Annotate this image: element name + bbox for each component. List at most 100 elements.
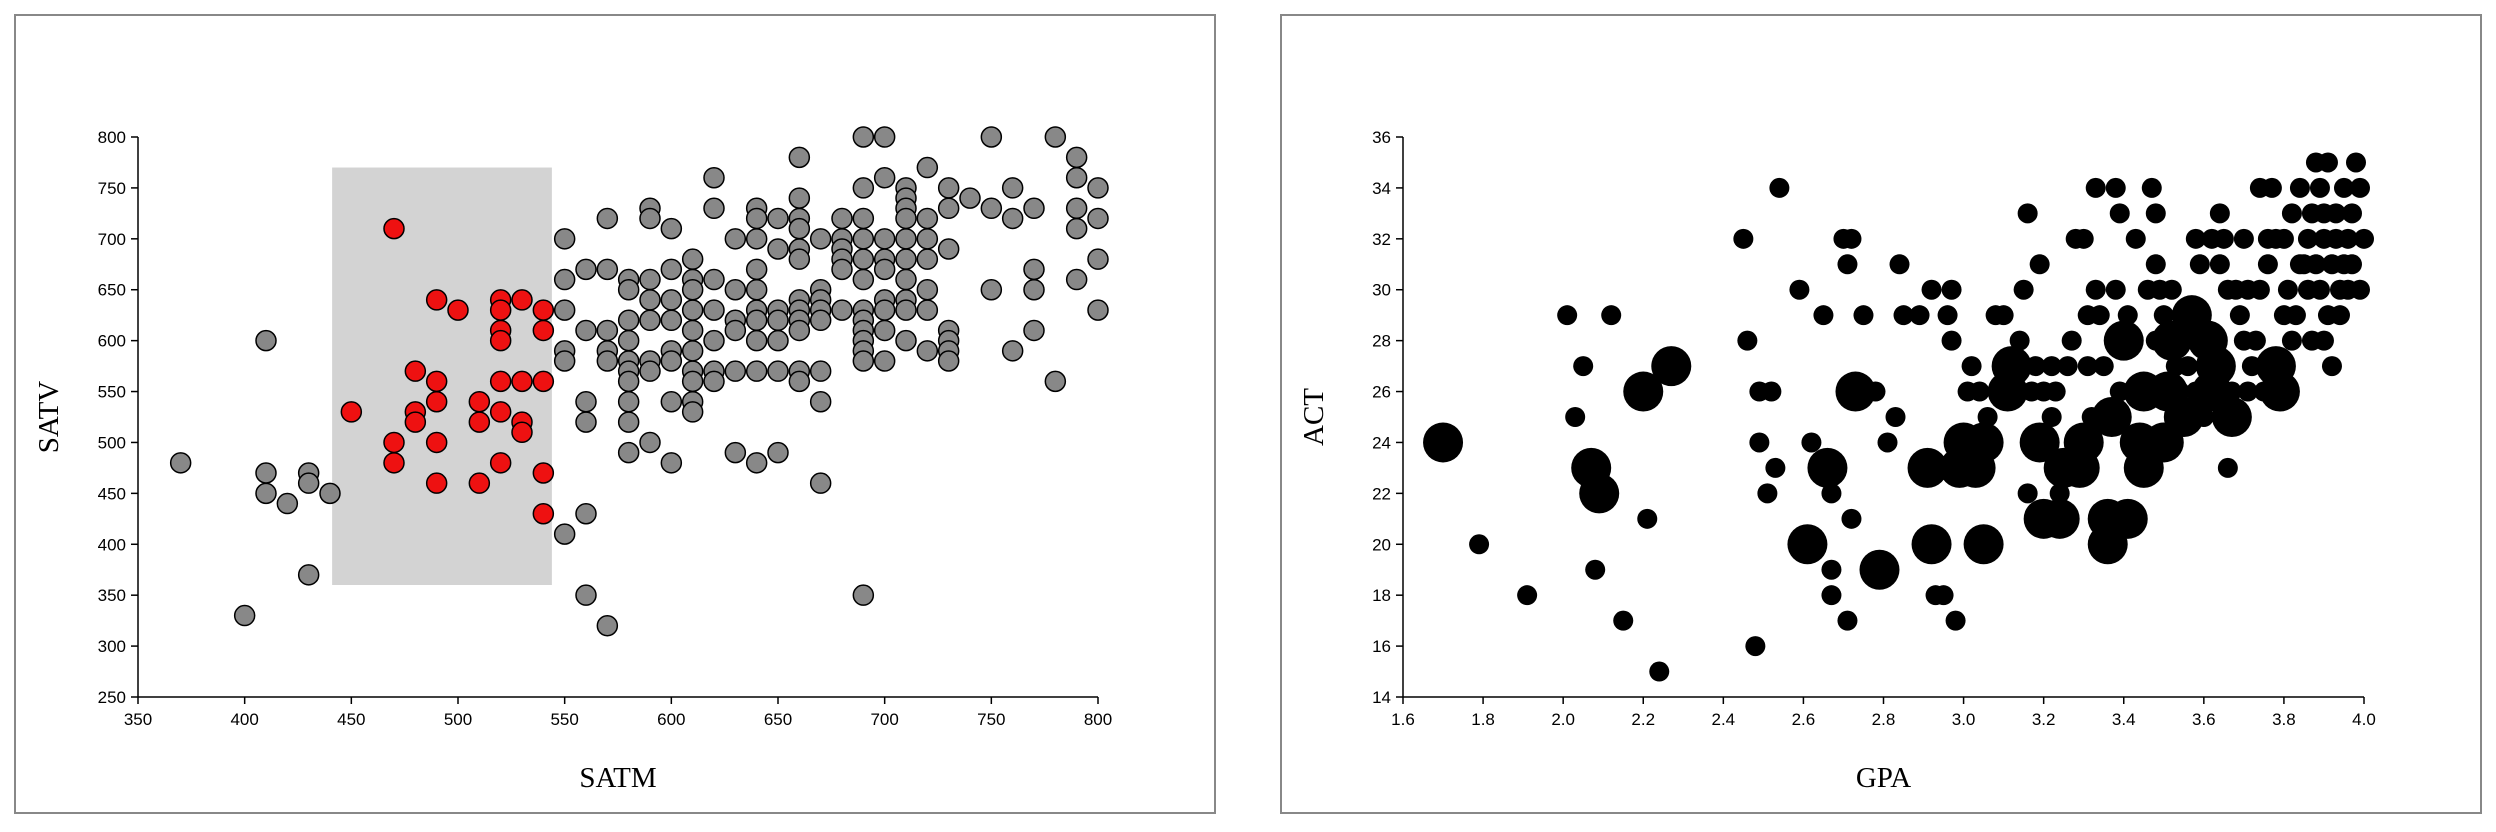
data-point[interactable] [596, 350, 619, 372]
data-point[interactable] [575, 502, 597, 525]
data-point[interactable] [617, 411, 640, 433]
data-point[interactable] [809, 309, 832, 332]
data-point[interactable] [1941, 279, 1962, 300]
data-point[interactable] [681, 401, 704, 423]
data-point[interactable] [745, 278, 768, 301]
data-point[interactable] [1087, 207, 1109, 230]
data-point[interactable] [2061, 330, 2082, 351]
selected-data-point[interactable] [532, 299, 555, 321]
data-point[interactable] [1853, 305, 1874, 326]
data-point[interactable] [2049, 483, 2070, 504]
data-point[interactable] [2213, 228, 2234, 249]
data-point[interactable] [2085, 279, 2106, 300]
data-point[interactable] [2329, 305, 2350, 326]
data-point[interactable] [596, 319, 619, 342]
data-point[interactable] [1001, 340, 1024, 362]
data-point[interactable] [1893, 305, 1914, 326]
data-point[interactable] [575, 258, 597, 281]
data-point[interactable] [2354, 228, 2374, 249]
data-point[interactable] [2281, 330, 2302, 351]
large-data-point[interactable] [2039, 498, 2080, 539]
data-point[interactable] [2337, 228, 2358, 249]
data-point[interactable] [2345, 152, 2366, 173]
data-point[interactable] [2249, 279, 2270, 300]
data-point[interactable] [233, 604, 256, 627]
data-point[interactable] [1937, 305, 1958, 326]
large-data-point[interactable] [1579, 473, 1620, 514]
data-point[interactable] [2341, 254, 2362, 275]
large-data-point[interactable] [1963, 422, 2004, 463]
data-point[interactable] [2317, 152, 2338, 173]
data-point[interactable] [937, 177, 960, 199]
large-data-point[interactable] [1907, 447, 1948, 488]
data-point[interactable] [1557, 305, 1578, 326]
selected-data-point[interactable] [383, 452, 405, 474]
data-point[interactable] [895, 207, 917, 230]
data-point[interactable] [1087, 248, 1109, 270]
data-point[interactable] [1821, 585, 1842, 606]
large-data-point[interactable] [1991, 346, 2032, 387]
data-point[interactable] [2189, 254, 2210, 275]
data-point[interactable] [2313, 330, 2334, 351]
data-point[interactable] [1749, 432, 1770, 453]
data-point[interactable] [2209, 254, 2230, 275]
data-point[interactable] [1023, 197, 1045, 220]
data-point[interactable] [617, 370, 640, 393]
data-point[interactable] [2017, 483, 2038, 504]
data-point[interactable] [831, 207, 853, 230]
data-point[interactable] [681, 370, 704, 393]
data-point[interactable] [319, 482, 341, 505]
data-point[interactable] [873, 350, 896, 372]
data-point[interactable] [553, 523, 576, 545]
data-point[interactable] [2233, 228, 2254, 249]
large-data-point[interactable] [1963, 524, 2004, 565]
data-point[interactable] [2005, 381, 2026, 402]
data-point[interactable] [1737, 330, 1758, 351]
data-point[interactable] [1023, 319, 1045, 342]
data-point[interactable] [617, 329, 640, 352]
data-point[interactable] [169, 452, 192, 474]
data-point[interactable] [1001, 177, 1024, 199]
selected-data-point[interactable] [468, 411, 491, 433]
data-point[interactable] [1789, 279, 1810, 300]
data-point[interactable] [980, 126, 1003, 148]
data-point[interactable] [255, 329, 277, 352]
data-point[interactable] [617, 278, 640, 301]
data-point[interactable] [980, 197, 1003, 220]
data-point[interactable] [724, 278, 747, 301]
large-data-point[interactable] [2019, 422, 2060, 463]
data-point[interactable] [2105, 177, 2126, 198]
large-data-point[interactable] [2163, 397, 2204, 437]
data-point[interactable] [681, 278, 704, 301]
data-point[interactable] [2309, 279, 2330, 300]
data-point[interactable] [1087, 177, 1109, 199]
data-point[interactable] [2041, 407, 2062, 427]
data-point[interactable] [1757, 483, 1778, 504]
data-point[interactable] [788, 217, 811, 240]
data-point[interactable] [724, 319, 747, 342]
data-point[interactable] [2145, 254, 2166, 275]
data-point[interactable] [2177, 356, 2198, 377]
data-point[interactable] [1821, 559, 1842, 580]
data-point[interactable] [703, 299, 725, 321]
data-point[interactable] [745, 228, 768, 250]
data-point[interactable] [596, 207, 619, 230]
data-point[interactable] [2305, 254, 2326, 275]
selected-data-point[interactable] [340, 401, 363, 423]
data-point[interactable] [767, 360, 789, 382]
data-point[interactable] [788, 319, 811, 342]
data-point[interactable] [724, 228, 747, 250]
data-point[interactable] [596, 614, 619, 637]
data-point[interactable] [2333, 177, 2354, 198]
data-point[interactable] [2169, 381, 2190, 402]
data-point[interactable] [852, 248, 875, 270]
large-data-point[interactable] [2107, 498, 2148, 539]
data-point[interactable] [660, 309, 683, 332]
data-point[interactable] [852, 207, 875, 230]
data-point[interactable] [297, 472, 320, 494]
selected-data-point[interactable] [511, 289, 533, 311]
selected-data-point[interactable] [489, 329, 512, 352]
data-point[interactable] [1565, 407, 1586, 427]
data-point[interactable] [852, 126, 875, 148]
data-point[interactable] [553, 350, 576, 372]
